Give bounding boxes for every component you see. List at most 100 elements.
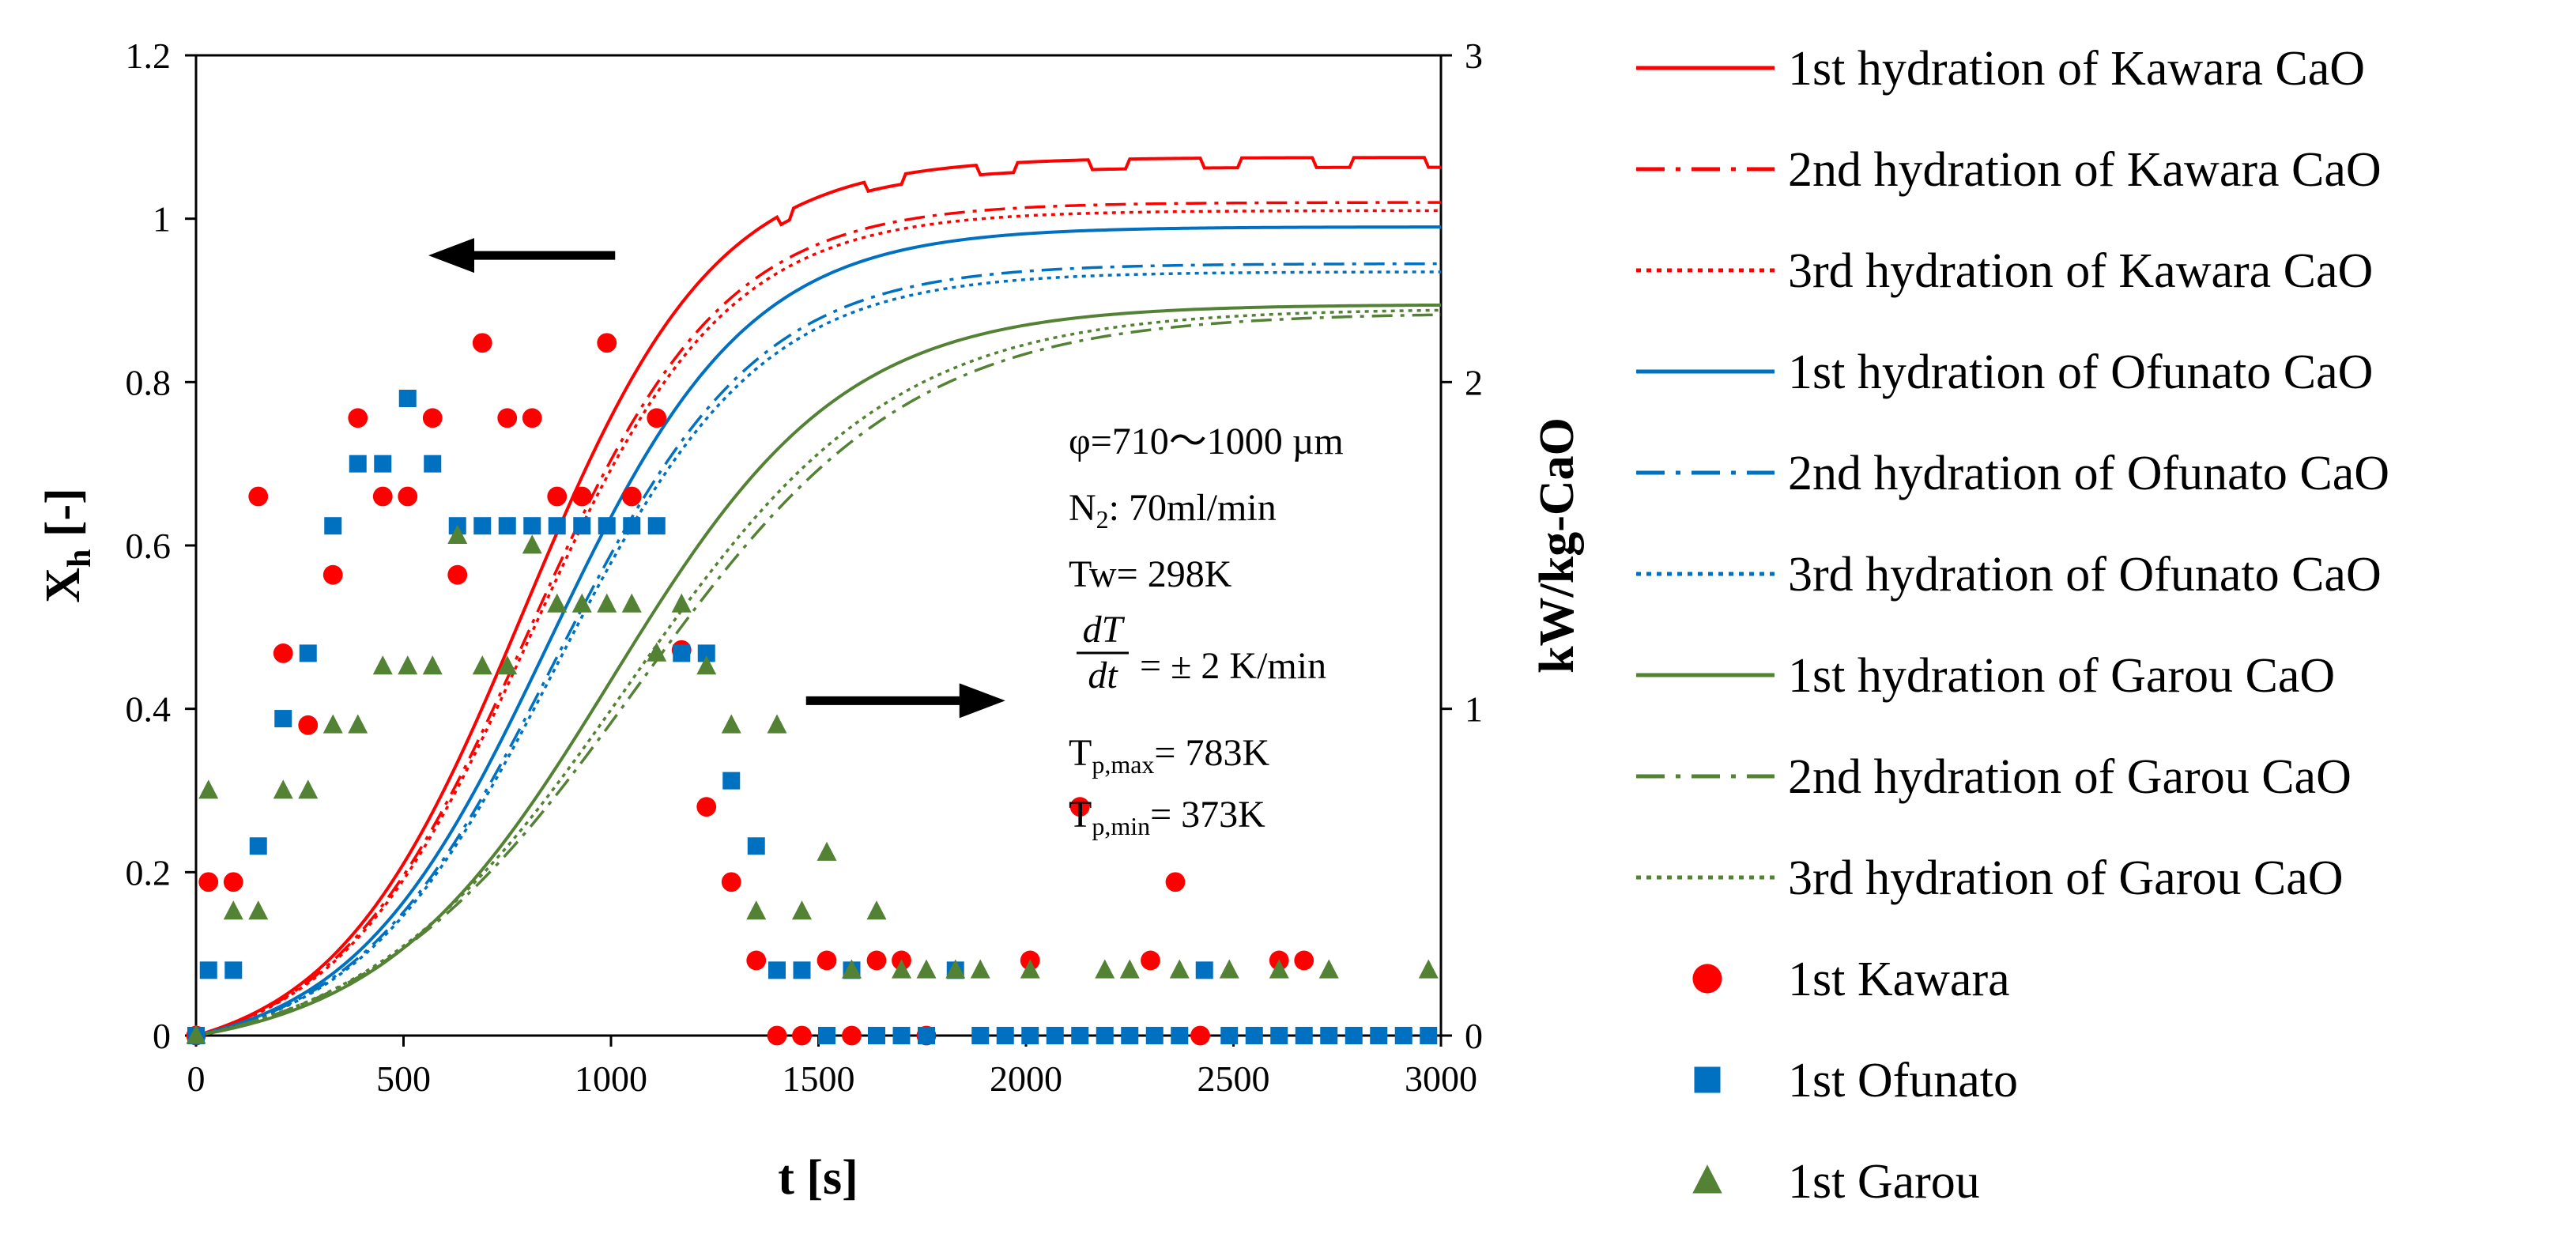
scatter-point-0-26 <box>817 950 837 971</box>
scatter-point-1-14 <box>523 517 541 535</box>
scatter-point-1-48 <box>1370 1027 1388 1044</box>
scatter-point-2-23 <box>746 900 767 920</box>
scatter-point-0-32 <box>1069 797 1090 817</box>
y-left-tick-label-5: 1 <box>153 199 171 240</box>
legend-label-4: 2nd hydration of Ofunato CaO <box>1788 447 2389 500</box>
scatter-point-0-1 <box>198 872 219 892</box>
legend-scatter-label-2: 1st Garou <box>1788 1155 1980 1209</box>
arrow-right-axis <box>805 683 1005 719</box>
scatter-point-1-16 <box>573 517 591 535</box>
scatter-point-0-17 <box>597 333 617 353</box>
scatter-point-1-8 <box>374 455 392 473</box>
annotation-block: φ=710〜1000 µm N2: 70ml/min Tw= 298K dT d… <box>1069 421 1344 840</box>
scatter-points <box>186 333 1439 1046</box>
scatter-point-0-18 <box>621 486 642 507</box>
series-line-2 <box>196 209 1441 1036</box>
scatter-point-2-16 <box>571 593 592 613</box>
annot-n2-main: N <box>1069 487 1096 529</box>
scatter-point-2-40 <box>1418 959 1439 979</box>
annot-nitrogen-flow: N2: 70ml/min <box>1069 487 1277 534</box>
x-tick-label-3: 1500 <box>783 1058 855 1099</box>
legend-scatter-label-1: 1st Ofunato <box>1788 1054 2018 1107</box>
scatter-point-2-12 <box>472 655 492 675</box>
scatter-point-1-26 <box>818 1027 835 1044</box>
annot-frac-num: dT <box>1083 609 1126 651</box>
scatter-point-0-10 <box>422 408 443 428</box>
scatter-point-2-2 <box>223 900 243 920</box>
scatter-point-1-32 <box>971 1027 990 1044</box>
y-right-axis-title: kW/kg-CaO <box>1530 417 1584 674</box>
scatter-point-1-24 <box>768 961 786 979</box>
scatter-point-0-12 <box>472 333 492 353</box>
ticks-layer: 0 500 1000 1500 2000 2500 300000.20.40.60.811.… <box>126 36 1484 1099</box>
annot-frac-den: dt <box>1088 655 1118 696</box>
scatter-point-2-5 <box>298 779 319 799</box>
scatter-point-0-24 <box>767 1025 787 1046</box>
scatter-point-1-18 <box>623 517 641 535</box>
scatter-point-2-13 <box>497 655 518 675</box>
scatter-point-1-20 <box>673 644 691 662</box>
scatter-point-1-25 <box>793 961 811 979</box>
annot-tpmax-main: T <box>1069 732 1092 774</box>
scatter-point-1-21 <box>697 644 715 662</box>
series-line-4 <box>196 262 1441 1036</box>
scatter-point-1-33 <box>996 1027 1014 1044</box>
scatter-point-2-26 <box>817 841 837 861</box>
scatter-point-1-35 <box>1046 1027 1064 1044</box>
scatter-point-2-22 <box>721 714 741 734</box>
scatter-point-2-15 <box>547 593 568 613</box>
scatter-point-2-8 <box>372 655 393 675</box>
scatter-point-1-9 <box>398 390 417 407</box>
scatter-point-0-25 <box>792 1025 812 1046</box>
scatter-point-0-35 <box>1190 1025 1210 1046</box>
scatter-point-2-18 <box>621 593 642 613</box>
scatter-point-2-35 <box>1119 959 1140 979</box>
series-line-7 <box>196 313 1441 1036</box>
x-tick-label-1: 500 <box>376 1058 431 1099</box>
scatter-point-2-28 <box>866 900 887 920</box>
x-tick-label-2: 1000 <box>575 1058 647 1099</box>
scatter-point-1-3 <box>249 837 267 855</box>
scatter-point-1-7 <box>349 455 367 473</box>
arrow-left-axis <box>428 238 616 274</box>
x-tick-label-5: 2500 <box>1197 1058 1270 1099</box>
scatter-point-1-5 <box>299 644 317 662</box>
x-tick-label-0: 0 <box>187 1058 206 1099</box>
scatter-point-1-19 <box>647 517 666 535</box>
scatter-point-1-23 <box>747 837 765 855</box>
series-line-1 <box>196 201 1441 1036</box>
legend: 1st hydration of Kawara CaO 2nd hydration… <box>1636 42 2389 1209</box>
scatter-point-1-45 <box>1295 1027 1313 1044</box>
scatter-point-2-20 <box>671 593 692 613</box>
scatter-point-1-10 <box>424 455 442 473</box>
scatter-point-2-37 <box>1219 959 1239 979</box>
scatter-point-2-0 <box>186 1024 206 1044</box>
series-line-3 <box>196 225 1441 1036</box>
y-right-tick-label-3: 3 <box>1465 36 1483 76</box>
y-right-tick-label-0: 0 <box>1465 1016 1483 1056</box>
y-left-tick-label-6: 1.2 <box>126 36 172 76</box>
scatter-point-1-38 <box>1121 1027 1139 1044</box>
legend-marker-1 <box>1694 1066 1721 1093</box>
scatter-point-2-27 <box>842 959 862 979</box>
scatter-point-1-49 <box>1394 1027 1412 1044</box>
legend-label-6: 1st hydration of Garou CaO <box>1788 649 2335 703</box>
scatter-point-0-4 <box>273 643 293 663</box>
arrow-head-1 <box>959 683 1005 719</box>
scatter-point-0-19 <box>647 408 667 428</box>
scatter-point-2-9 <box>398 655 418 675</box>
y-left-tick-label-2: 0.4 <box>126 689 172 730</box>
x-tick-label-6: 3000 <box>1405 1058 1477 1099</box>
scatter-point-2-7 <box>348 714 368 734</box>
scatter-point-0-22 <box>721 872 741 892</box>
series-line-5 <box>196 270 1441 1036</box>
series-line-6 <box>196 303 1441 1036</box>
scatter-point-1-43 <box>1245 1027 1263 1044</box>
scatter-point-1-12 <box>473 517 492 535</box>
legend-label-7: 2nd hydration of Garou CaO <box>1788 750 2352 804</box>
annot-n2-rest: : 70ml/min <box>1109 487 1277 529</box>
series-lines <box>196 156 1441 1036</box>
scatter-point-2-21 <box>696 655 717 675</box>
y-right-tick-label-1: 1 <box>1465 689 1483 730</box>
